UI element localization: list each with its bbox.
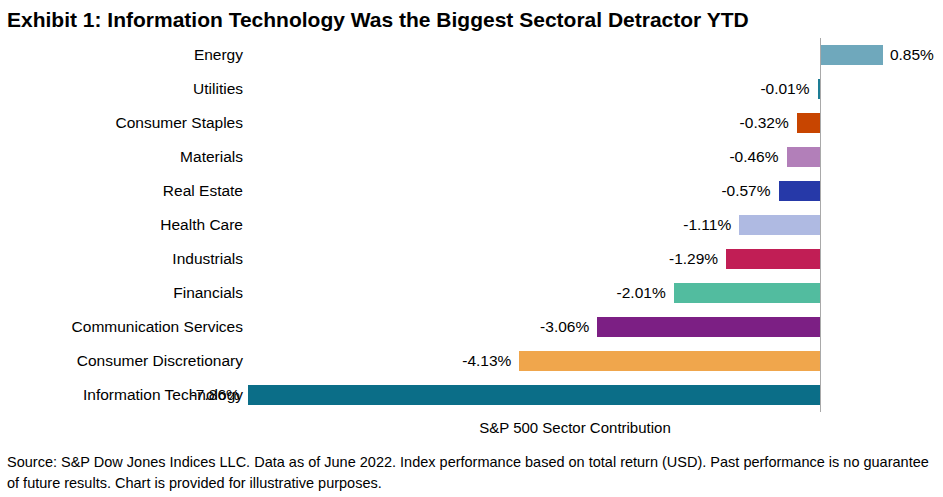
value-label: -0.32% — [740, 106, 789, 140]
chart-row: Information Technology-7.86% — [0, 378, 943, 412]
plot-area: -2.01% — [245, 276, 943, 310]
plot-area: -0.32% — [245, 106, 943, 140]
value-label: -4.13% — [462, 344, 511, 378]
bar-real-estate — [779, 181, 820, 201]
chart-title: Exhibit 1: Information Technology Was th… — [7, 8, 943, 32]
bar-health-care — [739, 215, 820, 235]
value-label: -0.46% — [729, 140, 778, 174]
chart-row: Materials -0.46% — [0, 140, 943, 174]
plot-area: -1.11% — [245, 208, 943, 242]
value-label: -2.01% — [617, 276, 666, 310]
plot-area: -0.57% — [245, 174, 943, 208]
plot-area: -4.13% — [245, 344, 943, 378]
x-axis-label: S&P 500 Sector Contribution — [245, 419, 905, 436]
category-label: Financials — [0, 276, 243, 310]
chart-row: Utilities -0.01% — [0, 72, 943, 106]
category-label: Consumer Discretionary — [0, 344, 243, 378]
zero-axis-line — [820, 38, 821, 412]
bar-consumer-discretionary — [519, 351, 820, 371]
bar-consumer-staples — [797, 113, 820, 133]
bar-materials — [787, 147, 820, 167]
category-label: Energy — [0, 38, 243, 72]
bar-financials — [674, 283, 820, 303]
chart-row: Financials -2.01% — [0, 276, 943, 310]
value-label: -7.86% — [191, 378, 240, 412]
chart-row: Communication Services -3.06% — [0, 310, 943, 344]
chart-row: Industrials -1.29% — [0, 242, 943, 276]
plot-area: -0.46% — [245, 140, 943, 174]
plot-area: 0.85% — [245, 38, 943, 72]
category-label: Utilities — [0, 72, 243, 106]
plot-area: -1.29% — [245, 242, 943, 276]
chart-row: Health Care -1.11% — [0, 208, 943, 242]
category-label: Materials — [0, 140, 243, 174]
bar-energy — [821, 45, 883, 65]
plot-area: -0.01% — [245, 72, 943, 106]
category-label: Consumer Staples — [0, 106, 243, 140]
category-label: Real Estate — [0, 174, 243, 208]
chart-row: Consumer Staples -0.32% — [0, 106, 943, 140]
value-label: 0.85% — [890, 38, 934, 72]
value-label: -0.01% — [760, 72, 809, 106]
value-label: -1.11% — [683, 208, 731, 242]
bar-information-technology — [248, 385, 820, 405]
source-note: Source: S&P Dow Jones Indices LLC. Data … — [7, 452, 936, 494]
plot-area: -7.86% — [245, 378, 943, 412]
chart-row: Real Estate -0.57% — [0, 174, 943, 208]
category-label: Industrials — [0, 242, 243, 276]
bar-communication-services — [597, 317, 820, 337]
exhibit-chart-page: Exhibit 1: Information Technology Was th… — [0, 0, 943, 497]
value-label: -3.06% — [540, 310, 589, 344]
bar-industrials — [726, 249, 820, 269]
chart-row: Consumer Discretionary -4.13% — [0, 344, 943, 378]
bar-chart: Energy0.85%Utilities-0.01%Consumer Stapl… — [0, 38, 943, 412]
chart-rows: Energy0.85%Utilities-0.01%Consumer Stapl… — [0, 38, 943, 412]
value-label: -0.57% — [721, 174, 770, 208]
category-label: Communication Services — [0, 310, 243, 344]
category-label: Health Care — [0, 208, 243, 242]
value-label: -1.29% — [669, 242, 718, 276]
plot-area: -3.06% — [245, 310, 943, 344]
chart-row: Energy 0.85% — [0, 38, 943, 72]
